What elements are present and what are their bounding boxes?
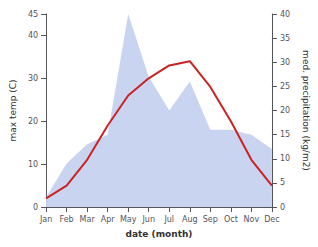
- svg-text:20: 20: [28, 117, 38, 126]
- svg-text:30: 30: [280, 58, 290, 67]
- svg-text:30: 30: [28, 74, 38, 83]
- svg-text:Jan: Jan: [39, 215, 52, 224]
- svg-text:Jun: Jun: [141, 215, 155, 224]
- svg-text:10: 10: [28, 160, 38, 169]
- svg-text:May: May: [120, 215, 137, 224]
- svg-text:40: 40: [280, 10, 290, 19]
- svg-text:Mar: Mar: [80, 215, 96, 224]
- svg-text:Oct: Oct: [224, 215, 238, 224]
- svg-text:35: 35: [280, 34, 290, 43]
- svg-text:Feb: Feb: [60, 215, 74, 224]
- svg-text:Sep: Sep: [203, 215, 218, 224]
- svg-text:0: 0: [280, 203, 285, 212]
- svg-text:0: 0: [33, 203, 38, 212]
- svg-text:Dec: Dec: [264, 215, 279, 224]
- svg-text:Aug: Aug: [182, 215, 198, 224]
- svg-text:25: 25: [280, 82, 290, 91]
- svg-text:max temp (C): max temp (C): [8, 79, 18, 141]
- svg-text:Apr: Apr: [101, 215, 116, 224]
- svg-text:40: 40: [28, 31, 38, 40]
- svg-text:5: 5: [280, 178, 285, 187]
- svg-text:45: 45: [28, 10, 38, 19]
- svg-text:10: 10: [280, 154, 290, 163]
- svg-text:Jul: Jul: [163, 215, 174, 224]
- svg-text:15: 15: [280, 130, 290, 139]
- svg-text:Nov: Nov: [244, 215, 260, 224]
- svg-text:med. precipitation (kg/m2): med. precipitation (kg/m2): [301, 50, 311, 171]
- svg-text:20: 20: [280, 106, 290, 115]
- svg-text:date (month): date (month): [126, 229, 193, 239]
